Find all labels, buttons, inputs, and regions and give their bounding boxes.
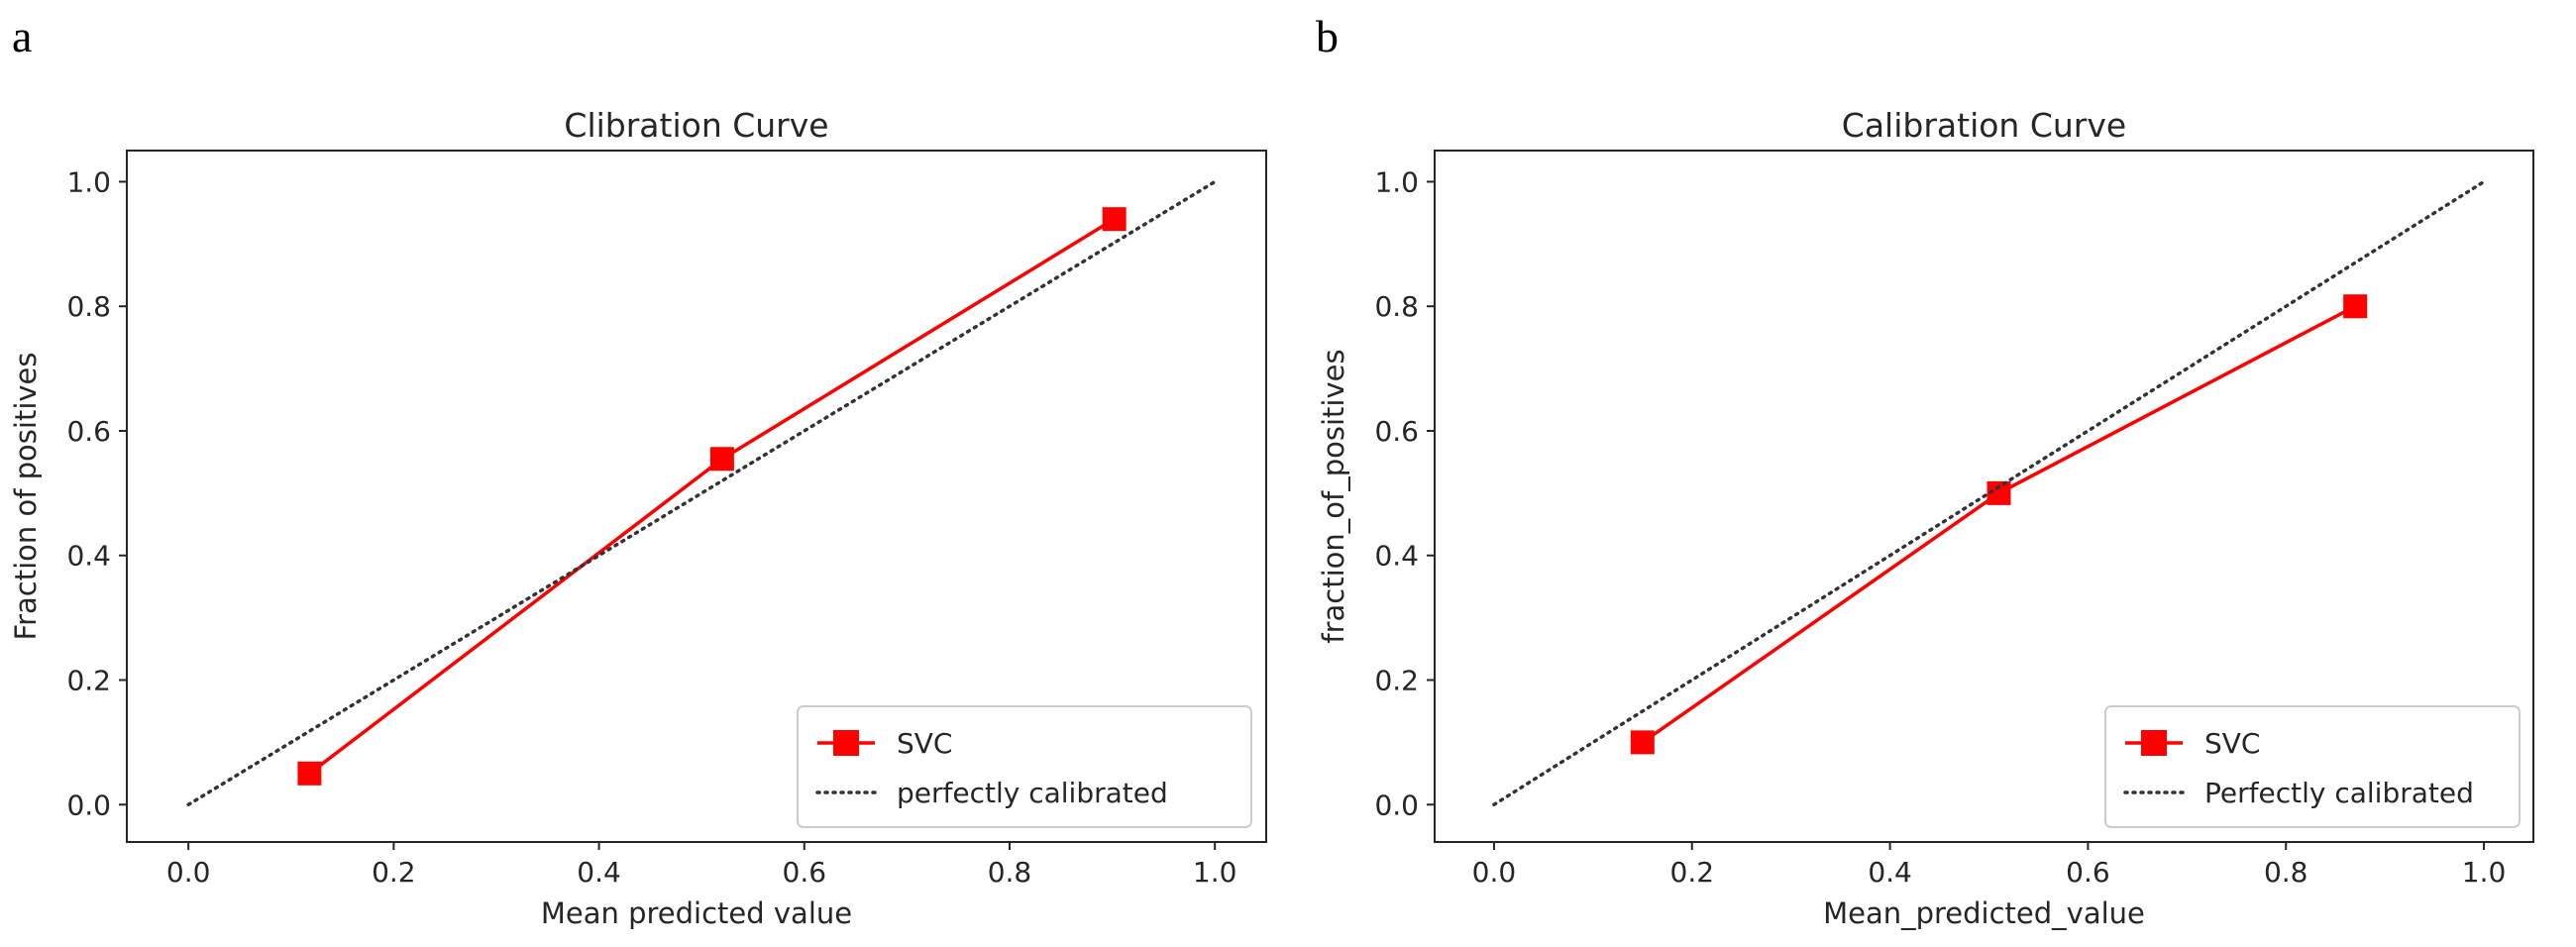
axes-frame [1434, 150, 2534, 843]
x-tick-label: 0.6 [2066, 856, 2110, 889]
svc-series-line [308, 217, 1116, 776]
legend-label: SVC [2204, 727, 2260, 760]
x-tick-label: 0.4 [1868, 856, 1912, 889]
chart-panel-a: a Clibration Curve 0.0 0.2 0.4 0.6 0.8 1.0 0.0 0.… [9, 11, 1267, 930]
y-tick-label: 0.8 [1374, 290, 1419, 323]
y-tick-label: 0.4 [1374, 540, 1419, 573]
svc-data-point [2343, 294, 2368, 319]
y-axis-label: Fraction of positives [9, 352, 43, 640]
y-tick-label: 0.8 [66, 290, 111, 323]
legend-label: SVC [897, 727, 952, 760]
x-tick-label: 0.8 [2264, 856, 2308, 889]
svc-data-point [297, 761, 322, 786]
x-tick-label: 0.8 [988, 856, 1032, 889]
x-axis-label: Mean_predicted_value [1823, 896, 2145, 930]
y-tick-label: 0.2 [1374, 665, 1419, 697]
perfect-calibration-line [186, 179, 1217, 807]
x-tick-label: 0.2 [372, 856, 416, 889]
y-tick-label: 0.4 [66, 540, 111, 573]
y-tick-label: 1.0 [1374, 165, 1419, 198]
x-tick-label: 0.0 [1472, 856, 1517, 889]
legend-symbol-marker [2141, 730, 2167, 756]
svc-data-point [1630, 730, 1655, 755]
legend-label: Perfectly calibrated [2204, 777, 2474, 809]
x-tick-label: 0.0 [166, 856, 211, 889]
x-axis-label: Mean predicted value [541, 896, 852, 930]
x-tick-label: 1.0 [2462, 856, 2507, 889]
x-tick-label: 0.4 [577, 856, 621, 889]
svc-data-point [709, 447, 734, 472]
legend-symbol-marker [833, 730, 859, 756]
chart-title: Clibration Curve [564, 106, 828, 145]
x-tick-label: 1.0 [1193, 856, 1237, 889]
panel-label: a [12, 11, 32, 61]
y-tick-label: 0.2 [66, 665, 111, 697]
y-tick-label: 0.6 [66, 415, 111, 448]
chart-panel-b: b Calibration Curve 0.0 0.2 0.4 0.6 0.8 1.0 0.0 0… [1316, 11, 2534, 930]
y-axis-label: fraction_of_positives [1317, 349, 1350, 643]
legend: SVC perfectly calibrated [797, 705, 1252, 828]
axes-frame [126, 150, 1267, 843]
x-tick-label: 0.6 [783, 856, 827, 889]
legend-box [797, 705, 1252, 828]
legend-label: perfectly calibrated [897, 777, 1168, 809]
perfect-calibration-line [1492, 179, 2486, 807]
svc-data-point [1102, 207, 1127, 232]
chart-title: Calibration Curve [1842, 106, 2126, 145]
x-tick-label: 0.2 [1670, 856, 1715, 889]
y-tick-label: 1.0 [66, 165, 111, 198]
y-tick-label: 0.0 [1374, 789, 1419, 821]
panel-label: b [1316, 11, 1339, 61]
y-tick-label: 0.0 [66, 789, 111, 821]
legend: SVC Perfectly calibrated [2104, 705, 2521, 828]
y-tick-label: 0.6 [1374, 415, 1419, 448]
legend-box [2104, 705, 2521, 828]
svc-series-line [1641, 304, 2356, 744]
